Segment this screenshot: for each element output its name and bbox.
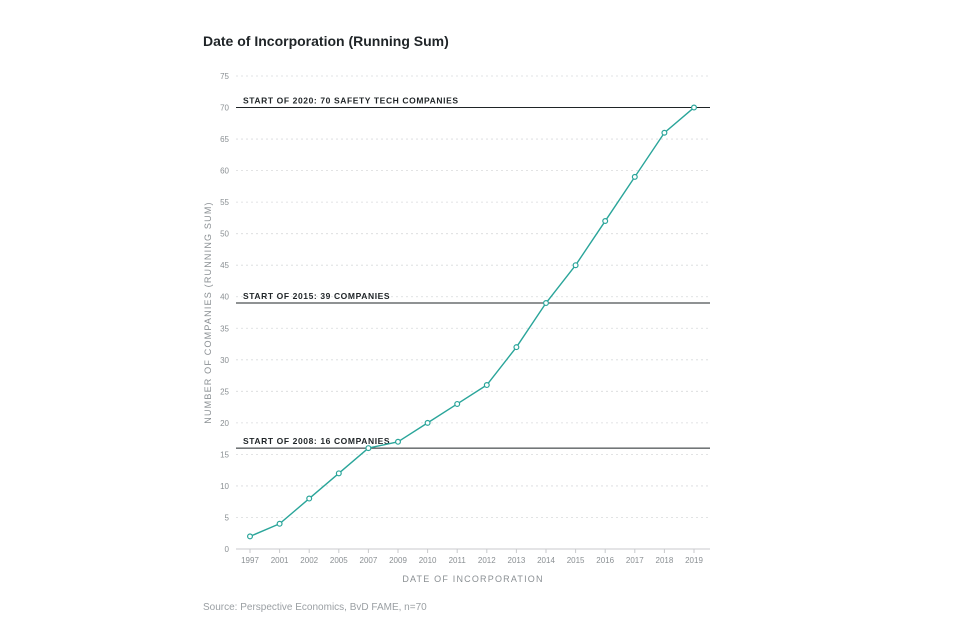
axes <box>236 548 710 553</box>
y-tick-label: 25 <box>220 387 229 396</box>
y-tick-label: 60 <box>220 167 229 176</box>
x-tick-label: 2015 <box>567 556 585 565</box>
data-point <box>602 218 609 225</box>
x-tick-label: 2007 <box>360 556 378 565</box>
y-tick-label: 55 <box>220 198 229 207</box>
y-tick-label: 15 <box>220 450 229 459</box>
data-point <box>690 104 697 111</box>
data-point <box>483 382 490 389</box>
y-tick-label: 45 <box>220 261 229 270</box>
data-point <box>276 520 283 527</box>
x-tick-label: 2016 <box>596 556 614 565</box>
y-tick-label: 40 <box>220 293 229 302</box>
x-tick-label: 1997 <box>241 556 259 565</box>
chart-title: Date of Incorporation (Running Sum) <box>203 33 449 49</box>
data-point <box>395 438 402 445</box>
y-tick-label: 5 <box>225 513 230 522</box>
x-tick-label: 2005 <box>330 556 348 565</box>
x-tick-label: 2014 <box>537 556 555 565</box>
y-tick-label: 10 <box>220 482 229 491</box>
y-tick-label: 0 <box>225 545 230 554</box>
y-tick-label: 35 <box>220 324 229 333</box>
y-tick-label: 30 <box>220 356 229 365</box>
data-point <box>631 173 638 180</box>
x-tick-label: 2001 <box>271 556 289 565</box>
grid-lines <box>236 75 710 518</box>
annotations: START OF 2020: 70 SAFETY TECH COMPANIES S… <box>236 96 710 449</box>
series-line <box>249 107 695 538</box>
data-point <box>365 445 372 452</box>
data-point <box>306 495 313 502</box>
x-tick-label: 2011 <box>449 556 467 565</box>
data-point <box>454 400 461 407</box>
annotation-label: START OF 2020: 70 SAFETY TECH COMPANIES <box>243 96 459 106</box>
x-tick-label: 2017 <box>626 556 644 565</box>
x-tick-label: 2009 <box>389 556 407 565</box>
y-tick-label: 65 <box>220 135 229 144</box>
y-tick-label: 70 <box>220 104 229 113</box>
data-point <box>661 129 668 136</box>
x-tick-label: 2010 <box>419 556 437 565</box>
y-tick-label: 50 <box>220 230 229 239</box>
x-tick-label: 2018 <box>656 556 674 565</box>
source-note: Source: Perspective Economics, BvD FAME,… <box>203 602 427 613</box>
x-axis-title: DATE OF INCORPORATION <box>402 574 543 584</box>
x-tick-label: 2019 <box>685 556 703 565</box>
data-point <box>572 262 579 269</box>
y-tick-label: 20 <box>220 419 229 428</box>
y-axis-title: NUMBER OF COMPANIES (RUNNING SUM) <box>203 201 213 423</box>
x-tick-label: 2012 <box>478 556 496 565</box>
data-point <box>513 344 520 351</box>
data-point <box>247 533 254 540</box>
tick-labels: 0 5 10 15 20 25 30 35 40 45 50 55 60 65 70 75 1997 2001 20… <box>220 72 703 565</box>
annotation-label: START OF 2015: 39 COMPANIES <box>243 291 390 301</box>
annotation-label: START OF 2008: 16 COMPANIES <box>243 436 390 446</box>
series <box>247 104 697 540</box>
data-point <box>335 470 342 477</box>
y-tick-label: 75 <box>220 72 229 81</box>
x-tick-label: 2013 <box>508 556 526 565</box>
data-point <box>542 300 549 307</box>
data-point <box>424 419 431 426</box>
x-tick-label: 2002 <box>300 556 318 565</box>
